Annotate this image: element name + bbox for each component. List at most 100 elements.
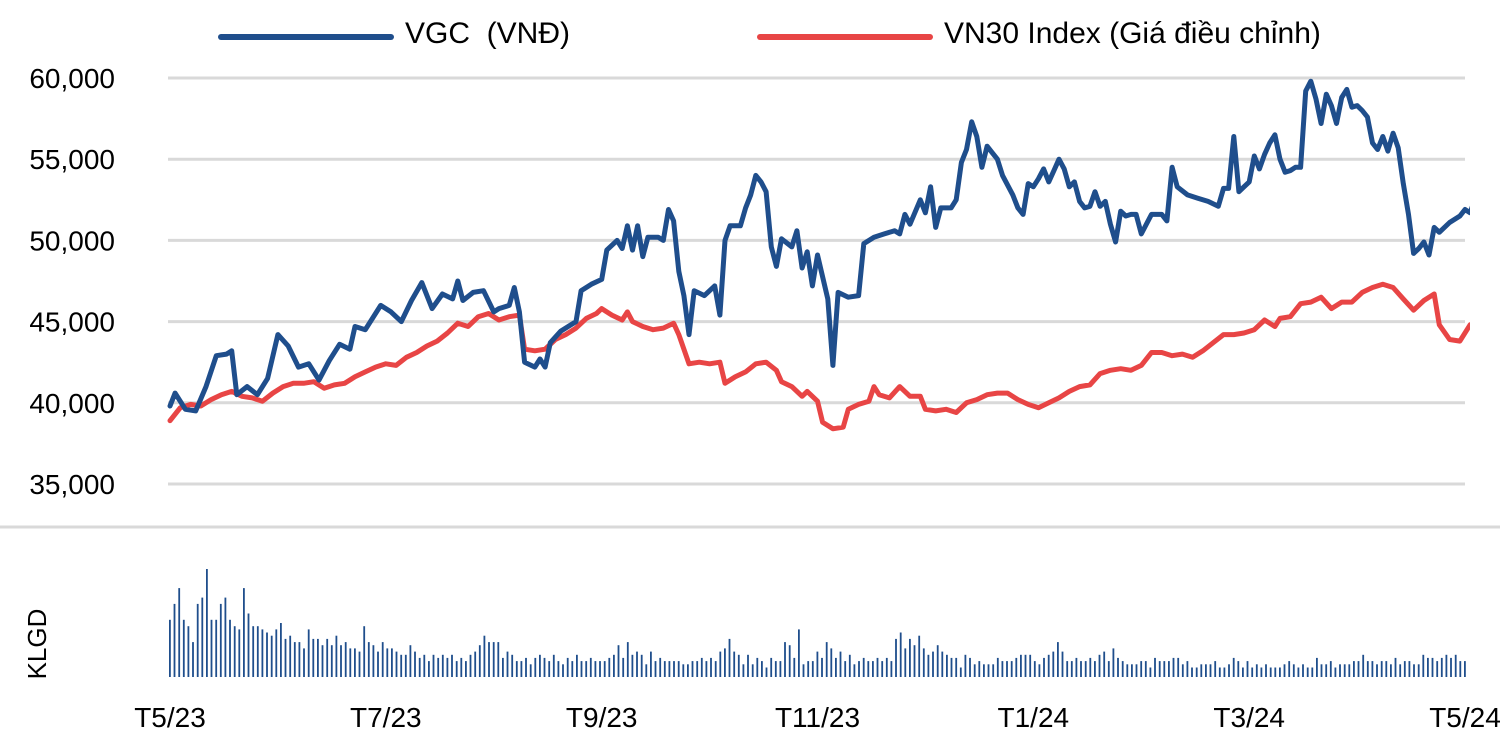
volume-bar bbox=[728, 638, 731, 677]
volume-bar bbox=[631, 654, 634, 677]
volume-bar bbox=[1417, 664, 1420, 677]
volume-bar bbox=[1371, 661, 1374, 677]
volume-bar bbox=[1066, 661, 1069, 677]
volume-bar bbox=[284, 638, 287, 677]
volume-bar bbox=[1200, 664, 1203, 677]
volume-bar bbox=[756, 657, 759, 677]
volume-bar bbox=[1260, 667, 1263, 677]
volume-bar bbox=[215, 619, 218, 677]
volume-bar bbox=[178, 588, 181, 677]
volume-bar bbox=[1191, 667, 1193, 677]
volume-bar bbox=[539, 654, 541, 677]
volume-bar bbox=[747, 654, 749, 677]
volume-bar bbox=[1380, 661, 1383, 677]
volume-bar bbox=[1408, 661, 1411, 677]
volume-bar bbox=[677, 661, 680, 677]
volume-bar bbox=[978, 661, 981, 677]
volume-bar bbox=[640, 654, 643, 677]
volume-bar bbox=[788, 645, 791, 677]
volume-bar bbox=[1242, 667, 1244, 677]
volume-bar bbox=[275, 629, 278, 677]
volume-bar bbox=[1010, 661, 1013, 677]
volume-bar bbox=[737, 654, 740, 677]
volume-bar bbox=[418, 657, 421, 677]
volume-bar bbox=[534, 657, 537, 677]
volume-bar bbox=[899, 632, 902, 677]
volume-bar bbox=[330, 645, 333, 677]
volume-bar bbox=[478, 645, 481, 677]
volume-bar bbox=[321, 645, 324, 677]
volume-bar bbox=[1218, 667, 1221, 677]
volume-bar bbox=[705, 661, 708, 677]
volume-bar bbox=[201, 597, 204, 677]
volume-bar bbox=[441, 654, 444, 677]
volume-bar bbox=[622, 657, 625, 677]
volume-bar bbox=[377, 651, 379, 677]
volume-bar bbox=[1274, 667, 1277, 677]
volume-bar bbox=[1126, 664, 1129, 677]
x-tick-label: T5/23 bbox=[134, 702, 206, 733]
volume-bar bbox=[959, 667, 962, 677]
volume-bar bbox=[562, 664, 564, 677]
volume-bar bbox=[950, 657, 953, 677]
volume-bar bbox=[1454, 654, 1457, 677]
volume-bar bbox=[969, 657, 971, 677]
volume-bar bbox=[927, 654, 930, 677]
volume-bar bbox=[1043, 657, 1045, 677]
volume-bar bbox=[497, 642, 500, 677]
volume-bar bbox=[335, 635, 338, 677]
volume-bar bbox=[428, 661, 430, 677]
volume-bar bbox=[483, 635, 486, 677]
volume-bar bbox=[742, 664, 745, 677]
volume-bar bbox=[363, 626, 366, 677]
volume-bar bbox=[1362, 654, 1365, 677]
volume-bar bbox=[1251, 667, 1254, 677]
volume-bar bbox=[613, 654, 615, 677]
volume-bar bbox=[617, 645, 620, 677]
volume-bar bbox=[1075, 657, 1078, 677]
volume-bar bbox=[340, 645, 342, 677]
volume-bar bbox=[1209, 664, 1212, 677]
volume-bar bbox=[1047, 654, 1050, 677]
volume-bar bbox=[1237, 661, 1240, 677]
volume-bar bbox=[252, 626, 255, 677]
volume-bar bbox=[270, 635, 273, 677]
volume-bar bbox=[488, 642, 490, 677]
volume-bar bbox=[1080, 661, 1082, 677]
volume-bar bbox=[955, 657, 958, 677]
volume-bar bbox=[344, 642, 347, 677]
volume-bar bbox=[696, 661, 699, 677]
volume-bar bbox=[673, 661, 675, 677]
volume-bar bbox=[437, 657, 440, 677]
y-tick-label: 35,000 bbox=[29, 469, 115, 500]
volume-bar bbox=[469, 654, 472, 677]
volume-bar bbox=[1089, 657, 1092, 677]
volume-bar bbox=[585, 661, 588, 677]
volume-bar bbox=[474, 651, 477, 677]
volume-bar bbox=[432, 654, 435, 677]
x-axis-tick-labels: T5/23 T7/23 T9/23 T11/23 T1/24 T3/24 T5/24 bbox=[134, 702, 1500, 733]
volume-bar bbox=[1172, 657, 1175, 677]
volume-bar bbox=[1348, 664, 1351, 677]
volume-bar bbox=[1343, 664, 1346, 677]
volume-bar bbox=[1269, 667, 1272, 677]
volume-bar bbox=[1353, 661, 1355, 677]
volume-bar bbox=[511, 654, 514, 677]
volume-bar bbox=[1121, 661, 1124, 677]
volume-bar bbox=[298, 642, 301, 677]
volume-bar bbox=[821, 657, 823, 677]
volume-bar bbox=[765, 667, 768, 677]
volume-bar bbox=[626, 642, 629, 677]
volume-bar bbox=[1052, 651, 1055, 677]
series-line-vn30 bbox=[167, 281, 1470, 432]
volume-bar bbox=[1329, 661, 1332, 677]
volume-bar bbox=[224, 597, 227, 677]
volume-bar bbox=[238, 629, 241, 677]
volume-bar bbox=[261, 629, 264, 677]
volume-bar bbox=[650, 651, 652, 677]
volume-bar bbox=[317, 638, 319, 677]
volume-bar bbox=[1020, 654, 1022, 677]
volume-bar bbox=[811, 661, 814, 677]
volume-bar bbox=[414, 651, 416, 677]
volume-bar bbox=[1459, 661, 1462, 677]
